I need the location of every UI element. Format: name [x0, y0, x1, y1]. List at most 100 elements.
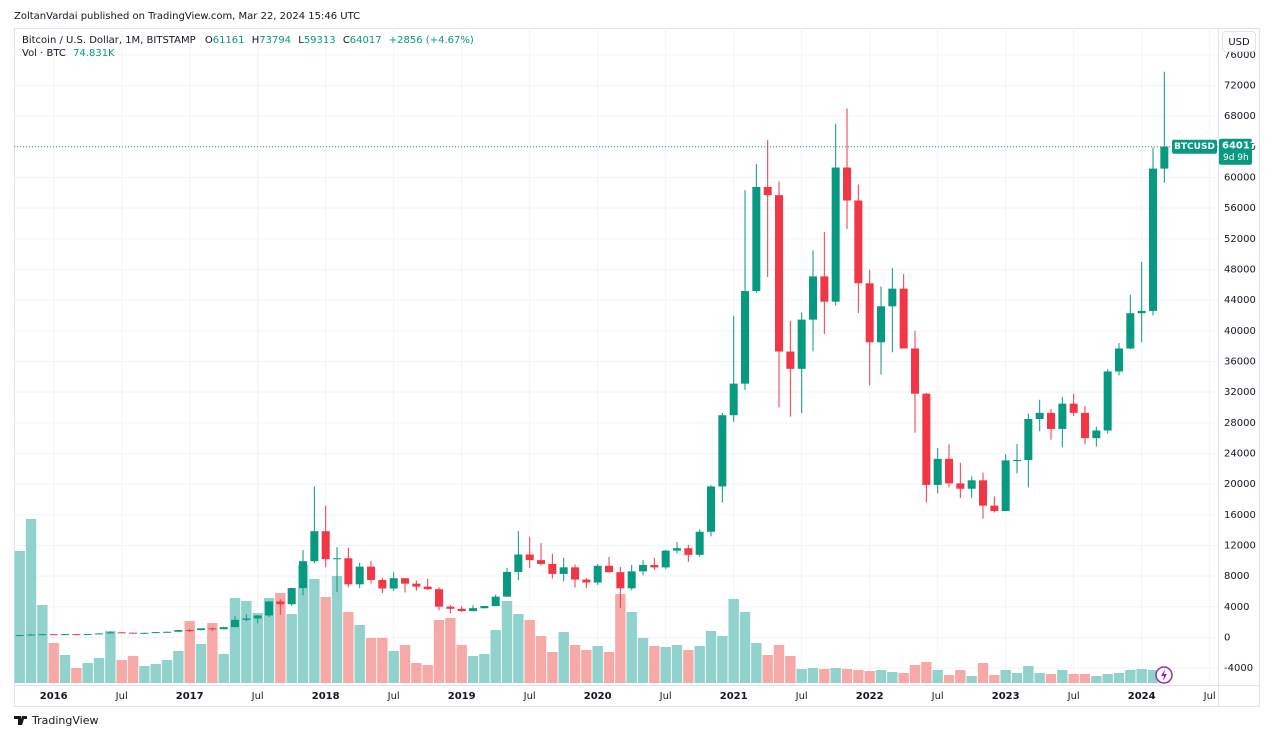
candle-body	[163, 631, 172, 633]
ohlc-value: 59313	[304, 35, 336, 46]
candle-body	[888, 288, 897, 307]
ohlc-label: L	[298, 35, 304, 46]
y-tick-label: 48000	[1224, 264, 1256, 275]
candle-body	[741, 291, 750, 384]
candle-body	[106, 632, 115, 634]
candle-body	[1081, 412, 1090, 439]
volume-bar	[1011, 673, 1023, 683]
volume-bar	[411, 663, 422, 683]
volume-bar	[501, 601, 513, 683]
change: +2856 (+4.67%)	[389, 35, 474, 46]
x-tick-label: Jul	[659, 691, 672, 702]
candle-body	[559, 567, 568, 574]
candle-body	[752, 186, 761, 292]
price-tag	[1219, 138, 1252, 165]
volume-bar	[275, 593, 286, 683]
volume-bar	[218, 654, 229, 683]
x-tick-label: 2022	[856, 691, 884, 702]
candle-body	[355, 566, 364, 585]
currency-button[interactable]	[1222, 31, 1256, 52]
x-tick-label: Jul	[523, 691, 536, 702]
y-tick-label: 20000	[1224, 479, 1256, 490]
frame	[14, 28, 1260, 707]
volume-bar	[150, 664, 161, 683]
candle-body	[718, 415, 727, 487]
volume-bar	[1068, 674, 1079, 683]
volume-bar	[127, 656, 139, 683]
candle-body	[299, 561, 308, 589]
candle-body	[1035, 412, 1044, 419]
x-tick-label: 2019	[448, 691, 476, 702]
candle-body	[922, 393, 931, 485]
x-tick-label: Jul	[931, 691, 944, 702]
volume-bar	[320, 597, 331, 683]
candle-body	[979, 480, 988, 506]
candle-body	[831, 167, 840, 302]
volume-bar	[683, 650, 694, 683]
volume-bar	[241, 601, 252, 683]
volume-bar	[581, 650, 592, 683]
x-tick-label: Jul	[387, 691, 400, 702]
volume-bar	[48, 643, 59, 683]
symbol-title: Bitcoin / U.S. Dollar, 1M, BITSTAMP	[22, 35, 196, 46]
candle-body	[38, 634, 47, 636]
candle-body	[763, 186, 772, 196]
candle-body	[219, 627, 228, 630]
volume-bar	[116, 660, 127, 683]
volume-name: Vol · BTC	[22, 48, 66, 59]
event-bolt	[1161, 669, 1167, 681]
candle-body	[321, 531, 330, 560]
volume-bar	[558, 632, 569, 683]
x-tick-label: 2024	[1128, 691, 1156, 702]
brand-logo	[14, 716, 27, 725]
candle-body	[605, 565, 614, 573]
volume-bar	[547, 652, 558, 683]
candle-body	[15, 635, 24, 637]
volume-bar	[14, 551, 25, 683]
candle-body	[72, 634, 81, 636]
ohlc-label: C	[343, 35, 350, 46]
candle-body	[480, 606, 489, 609]
candle-body	[729, 383, 738, 416]
candle-body	[208, 628, 217, 630]
volume-bar	[739, 612, 751, 683]
x-tick-label: Jul	[1203, 691, 1216, 702]
volume-bar	[422, 665, 433, 683]
y-tick-label: 16000	[1224, 510, 1256, 521]
candle-body	[344, 558, 353, 585]
candle-body	[1047, 412, 1056, 429]
volume-bar	[331, 576, 343, 683]
candle-body	[865, 283, 874, 343]
candle-body	[117, 632, 126, 634]
volume-bar	[785, 656, 796, 683]
candle-body	[877, 306, 886, 343]
volume-bar	[229, 598, 241, 683]
volume-bar	[921, 662, 932, 683]
ohlc-value: 64017	[350, 35, 382, 46]
candle-body	[457, 608, 466, 612]
volume-bar	[671, 645, 683, 683]
y-tick-label: 76000	[1224, 50, 1256, 61]
volume-bar	[898, 673, 909, 683]
candle-body	[695, 531, 704, 555]
currency-label[interactable]: USD	[1228, 37, 1250, 48]
candle-body	[503, 571, 512, 597]
volume-bar	[433, 620, 445, 683]
candle-body	[945, 458, 954, 484]
volume-bar	[853, 670, 864, 683]
candle-body	[899, 288, 908, 349]
volume-bar	[875, 670, 887, 683]
volume-bar	[286, 614, 297, 683]
candle-body	[616, 572, 625, 589]
candle-body	[95, 633, 104, 635]
volume-bar	[59, 655, 71, 683]
candle-body	[684, 548, 693, 555]
volume-bar	[1147, 670, 1159, 683]
candle-body	[1115, 348, 1124, 372]
volume-bar	[207, 623, 218, 683]
volume-bar	[649, 646, 660, 683]
y-tick-label: 0	[1224, 632, 1230, 643]
candle-body	[627, 571, 636, 589]
volume-bar	[1125, 670, 1136, 683]
